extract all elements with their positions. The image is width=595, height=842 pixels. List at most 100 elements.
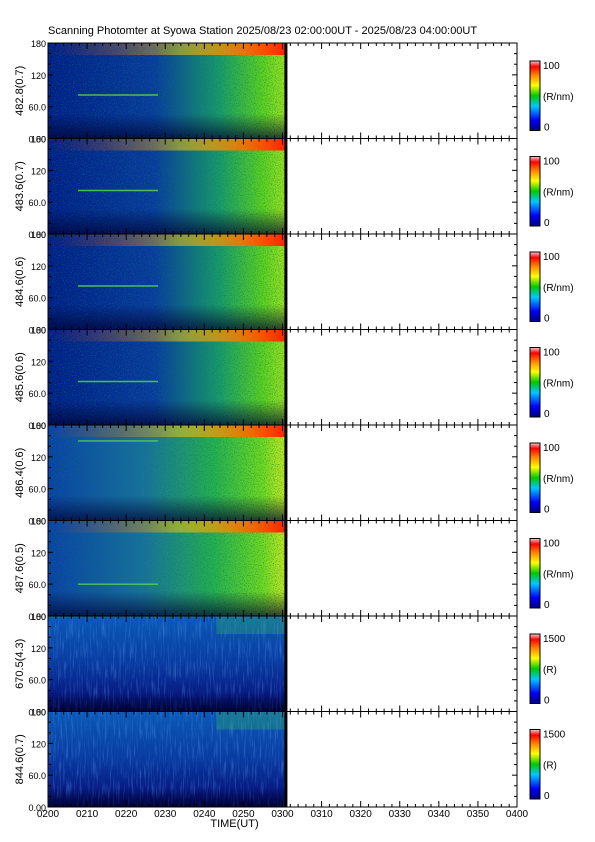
y-tick-label: 180 [31, 517, 46, 527]
heatmap-bottom-band [48, 495, 287, 521]
panel-5: 0.00 60.0 120 180 487.6(0.5) 100 0 (R/nm) [14, 517, 574, 623]
colorbar-unit: (R/nm) [543, 92, 574, 103]
colorbar-max: 1500 [543, 634, 566, 645]
colorbar-min: 0 [544, 314, 550, 325]
data-end-marker [284, 711, 288, 807]
data-end-marker [284, 329, 288, 425]
y-tick-label: 120 [31, 739, 46, 749]
panel-3: 0.00 60.0 120 180 485.6(0.6) 100 0 (R/nm) [14, 326, 574, 432]
y-tick-label: 180 [31, 326, 46, 336]
panel-ylabel: 844.6(0.7) [14, 734, 26, 784]
colorbar [529, 60, 541, 131]
panels-group: 0.00 60.0 120 180 482.8(0.7) 100 0 (R/nm) 0.00 60… [14, 39, 574, 813]
heatmap-bottom-band [48, 209, 287, 234]
y-tick-label: 180 [31, 39, 46, 49]
heatmap-top-band [48, 234, 287, 246]
heatmap-bottom-band [48, 304, 287, 330]
heatmap-top-band [48, 43, 287, 55]
panel-ylabel: 482.8(0.7) [14, 66, 26, 116]
y-tick-label: 60.0 [28, 580, 46, 590]
data-end-marker [284, 616, 288, 712]
panel-1: 0.00 60.0 120 180 483.6(0.7) 100 0 (R/nm) [14, 135, 574, 241]
x-tick-label: 0350 [467, 809, 490, 820]
panel-2: 0.00 60.0 120 180 484.6(0.6) 100 0 (R/nm) [14, 230, 574, 336]
colorbar-max: 1500 [543, 730, 566, 741]
colorbar [529, 442, 541, 513]
heatmap-top-band [48, 520, 287, 533]
x-tick-label: 0400 [506, 809, 529, 820]
panel-0: 0.00 60.0 120 180 482.8(0.7) 100 0 (R/nm) [14, 39, 574, 145]
heatmap-bottom-band [48, 787, 287, 807]
x-axis: 0200 0210 0220 0230 0240 0250 0300 0310 0320 0330… [37, 809, 529, 830]
x-tick-label: 0250 [232, 809, 255, 820]
colorbar-unit: (R/nm) [543, 569, 574, 580]
data-end-marker [284, 234, 288, 330]
colorbar-min: 0 [544, 409, 550, 420]
y-tick-label: 60.0 [28, 294, 46, 304]
data-end-marker [284, 425, 288, 521]
panel-ylabel: 486.4(0.6) [14, 448, 26, 498]
colorbar-min: 0 [544, 600, 550, 611]
colorbar-min: 0 [544, 218, 550, 229]
y-tick-label: 120 [31, 548, 46, 558]
y-tick-label: 0.00 [28, 708, 46, 718]
colorbar-min: 0 [544, 791, 550, 802]
y-tick-label: 120 [31, 166, 46, 176]
y-tick-label: 60.0 [28, 485, 46, 495]
y-tick-label: 0.00 [28, 803, 46, 813]
x-tick-label: 0220 [115, 809, 138, 820]
chart-title-text: Scanning Photomter at Syowa Station 2025… [48, 25, 478, 37]
colorbar-min: 0 [544, 505, 550, 516]
colorbar-max: 100 [543, 252, 560, 263]
y-tick-label: 180 [31, 421, 46, 431]
heatmap-bottom-band [48, 591, 287, 616]
y-tick-label: 0.00 [28, 517, 46, 527]
data-end-marker [284, 520, 288, 616]
y-tick-label: 120 [31, 71, 46, 81]
y-tick-label: 180 [31, 612, 46, 622]
x-tick-label: 0240 [193, 809, 216, 820]
x-tick-label: 0320 [350, 809, 373, 820]
colorbar-unit: (R/nm) [543, 378, 574, 389]
colorbar-max: 100 [543, 348, 560, 359]
panel-ylabel: 487.6(0.5) [14, 543, 26, 593]
y-tick-label: 180 [31, 230, 46, 240]
heatmap-bottom-band [48, 113, 287, 139]
heatmap-top-band [48, 138, 287, 151]
y-tick-label: 120 [31, 453, 46, 463]
heatmap-top-band [48, 425, 287, 437]
y-tick-label: 0.00 [28, 135, 46, 145]
colorbar-max: 100 [543, 443, 560, 454]
x-tick-label: 0310 [310, 809, 333, 820]
y-tick-label: 180 [31, 708, 46, 718]
panel-ylabel: 670.5(4.3) [14, 639, 26, 689]
colorbar [529, 347, 541, 418]
y-tick-label: 120 [31, 357, 46, 367]
x-tick-label: 0340 [428, 809, 451, 820]
colorbar [529, 156, 541, 227]
heatmap-bottom-band [48, 400, 287, 425]
y-tick-label: 60.0 [28, 771, 46, 781]
panel-ylabel: 483.6(0.7) [14, 161, 26, 211]
colorbar-min: 0 [544, 123, 550, 134]
x-tick-label: 0230 [154, 809, 177, 820]
colorbar-max: 100 [543, 61, 560, 72]
colorbar-max: 100 [543, 157, 560, 168]
x-tick-label: 0330 [389, 809, 412, 820]
colorbar-unit: (R) [543, 760, 557, 771]
y-tick-label: 120 [31, 644, 46, 654]
panel-ylabel: 484.6(0.6) [14, 257, 26, 307]
colorbar-max: 100 [543, 539, 560, 550]
colorbar-min: 0 [544, 696, 550, 707]
heatmap-top-band [48, 329, 287, 342]
x-tick-label: 0210 [76, 809, 99, 820]
colorbar-unit: (R) [543, 665, 557, 676]
y-tick-label: 60.0 [28, 198, 46, 208]
colorbar [529, 251, 541, 322]
data-end-marker [284, 43, 288, 139]
heatmap-top-glow [216, 616, 287, 634]
panel-6: 0.00 60.0 120 180 670.5(4.3) 1500 0 (R) [14, 612, 566, 718]
y-tick-label: 0.00 [28, 230, 46, 240]
panel-4: 0.00 60.0 120 180 486.4(0.6) 100 0 (R/nm) [14, 421, 574, 527]
